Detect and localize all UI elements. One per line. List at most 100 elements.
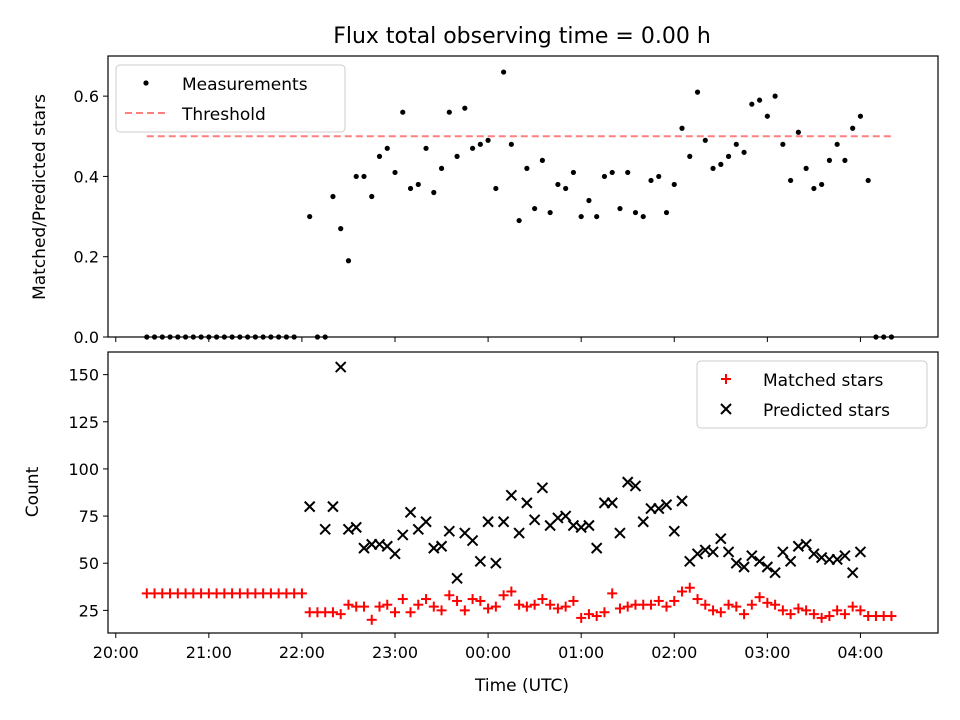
matched-star-point — [560, 601, 571, 612]
matched-star-point — [622, 601, 633, 612]
matched-star-point — [444, 590, 455, 601]
predicted-star-point — [350, 521, 362, 534]
predicted-star-point — [451, 572, 463, 585]
measurement-point — [384, 145, 390, 151]
predicted-star-point — [676, 495, 688, 507]
predicted-star-point — [746, 549, 758, 562]
measurement-point — [431, 189, 437, 196]
matched-star-point — [855, 605, 866, 616]
matched-star-point — [723, 599, 734, 610]
predicted-star-point — [606, 497, 618, 509]
x-tick-label: 23:00 — [372, 643, 418, 662]
measurement-point — [687, 153, 693, 159]
measurement-point — [671, 181, 677, 188]
counts-legend: Matched stars Predicted stars — [696, 360, 928, 429]
predicted-star-point — [435, 540, 448, 552]
matched-star-point — [428, 601, 439, 612]
measurement-point — [725, 153, 732, 159]
y-tick-label: 75 — [79, 507, 99, 526]
predicted-star-point — [559, 510, 572, 522]
y-tick-label: 0.0 — [74, 328, 99, 347]
measurement-point — [803, 165, 809, 171]
measurement-point — [353, 173, 359, 180]
predicted-star-point — [761, 561, 774, 573]
measurement-point — [632, 209, 639, 216]
matched-star-point — [459, 605, 470, 616]
measurement-point — [710, 165, 716, 171]
matched-star-point — [614, 603, 625, 614]
measurement-point — [640, 213, 646, 220]
measurement-point — [361, 173, 367, 180]
measurement-point — [454, 153, 460, 159]
measurement-point — [788, 177, 794, 184]
measurement-point — [423, 145, 429, 151]
counts-x-ticks: 20:00 21:00 22:00 23:00 00:00 01:00 02:00 03:00… — [93, 633, 883, 662]
legend-measurements-label: Measurements — [182, 75, 308, 95]
matched-star-point — [483, 603, 494, 614]
predicted-star-point — [590, 542, 603, 554]
legend-predicted-label: Predicted stars — [763, 401, 890, 421]
matched-star-point — [382, 599, 393, 610]
measurement-point — [625, 169, 631, 176]
measurement-point — [865, 177, 871, 184]
matched-star-point — [390, 607, 401, 618]
measurement-point — [772, 93, 778, 99]
predicted-star-point — [358, 542, 370, 554]
matched-star-point — [568, 595, 579, 606]
predicted-star-point — [691, 548, 704, 560]
predicted-star-point — [653, 502, 665, 515]
matched-star-point — [358, 601, 369, 612]
matched-star-point — [731, 601, 742, 612]
matched-star-point — [661, 601, 672, 612]
matched-star-point — [645, 599, 656, 610]
predicted-star-point — [629, 480, 642, 492]
matched-star-point — [405, 607, 416, 618]
measurement-point — [648, 177, 654, 184]
matched-star-point — [343, 599, 354, 610]
matched-star-point — [537, 594, 548, 605]
matched-star-point — [746, 599, 757, 610]
y-tick-label: 150 — [68, 366, 99, 385]
measurement-point — [345, 258, 352, 264]
predicted-star-point — [482, 516, 494, 528]
predicted-star-point — [784, 555, 797, 568]
y-tick-label: 0.2 — [74, 248, 99, 267]
predicted-star-point — [335, 361, 347, 373]
measurement-point — [663, 209, 670, 216]
measurement-point — [819, 181, 825, 188]
predicted-star-point — [707, 546, 719, 558]
ratio-plot-area — [144, 69, 895, 340]
predicted-star-point — [668, 525, 680, 537]
predicted-star-point — [443, 525, 456, 537]
x-tick-label: 01:00 — [558, 643, 604, 662]
predicted-star-point — [738, 561, 750, 573]
measurement-point — [438, 165, 445, 171]
matched-star-point — [808, 609, 819, 620]
predicted-star-point — [753, 555, 766, 568]
y-tick-label: 50 — [79, 554, 99, 573]
measurement-point — [702, 137, 708, 143]
x-tick-label: 00:00 — [465, 643, 511, 662]
measurement-point — [539, 157, 545, 163]
measurement-point — [400, 109, 406, 115]
measurement-point — [415, 181, 421, 188]
predicted-star-point — [808, 548, 820, 560]
matched-star-point — [793, 603, 804, 614]
measurement-point — [850, 125, 856, 131]
measurement-point — [609, 169, 615, 176]
legend-threshold-label: Threshold — [181, 105, 266, 125]
matched-star-point — [421, 594, 432, 605]
measurement-point — [694, 89, 701, 95]
matched-star-point — [374, 601, 385, 612]
x-tick-label: 04:00 — [837, 643, 883, 662]
measurement-point — [756, 97, 763, 103]
predicted-star-point — [839, 549, 851, 562]
measurement-point — [524, 165, 530, 171]
measurement-point — [826, 157, 833, 163]
predicted-star-point — [730, 557, 743, 569]
counts-y-ticks: 25 50 75 100 125 150 — [68, 366, 108, 620]
predicted-star-point — [722, 546, 735, 558]
matched-star-point — [545, 599, 556, 610]
measurement-point — [462, 105, 468, 111]
matched-star-point — [777, 605, 788, 616]
